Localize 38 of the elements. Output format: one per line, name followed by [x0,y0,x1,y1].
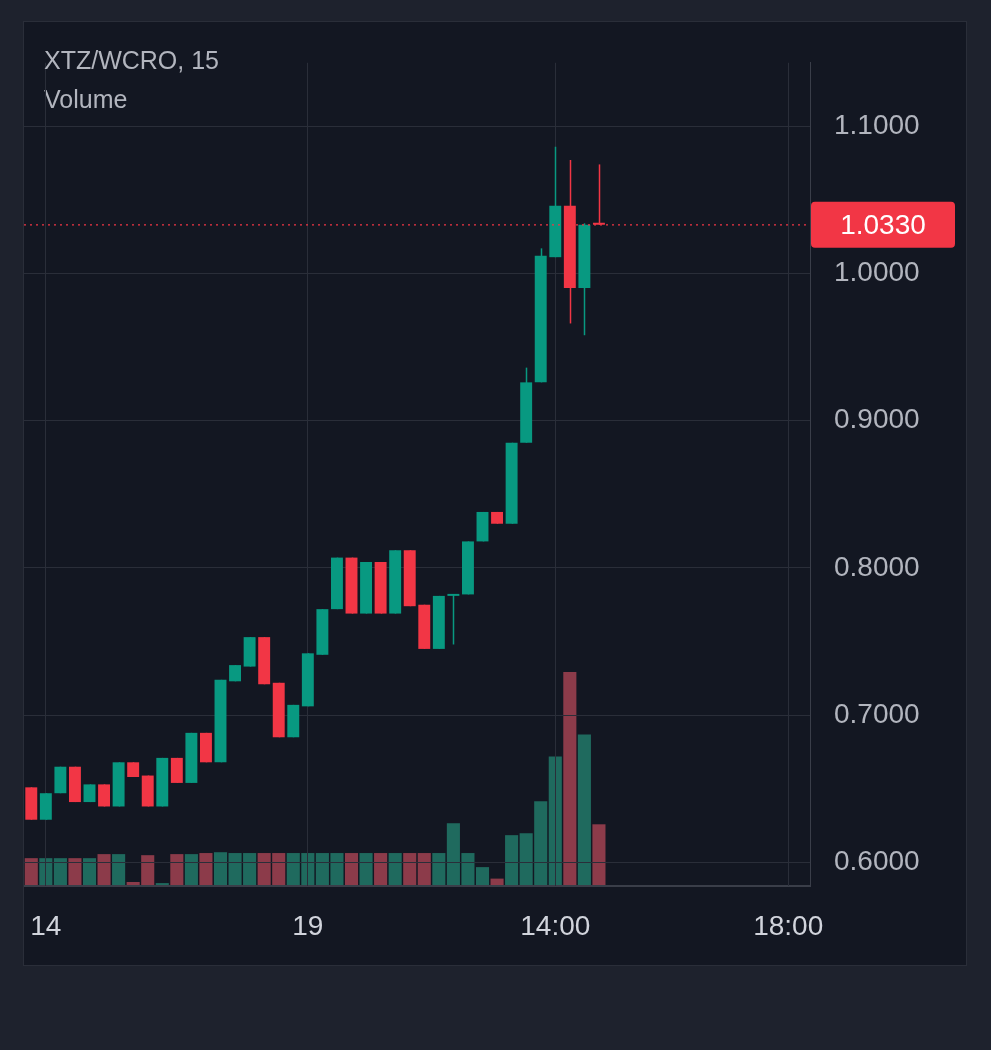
bar [548,756,562,885]
bar [68,858,82,885]
bar [82,858,97,885]
chart-title: Volume [44,84,128,113]
bar [592,824,606,885]
bar [374,853,388,885]
bar [577,734,591,885]
candlestick [447,593,460,646]
bar [112,854,126,885]
y-tick-label: 1.0000 [834,256,920,288]
bar [417,853,431,885]
bar [388,853,402,885]
x-tick-label: 14 [30,909,62,941]
bar [563,672,577,885]
y-tick-label: 1.1000 [834,108,920,140]
bar [53,858,67,885]
y-tick-label: 0.6000 [834,845,920,877]
bar [403,853,417,885]
y-tick-label: 0.7000 [834,697,920,729]
bar [199,853,213,885]
x-tick-label: 14:00 [520,909,591,941]
bar [97,854,111,885]
bar [490,878,504,885]
bar [170,854,184,885]
y-tick-label: 0.9000 [834,403,920,435]
bar [359,853,373,885]
bar [344,853,359,885]
bar [475,867,490,885]
bar [505,835,519,885]
ref-line-label: 1.0330 [840,208,926,240]
chart-title: XTZ/WCRO, 15 [44,45,220,74]
x-tick-label: 18:00 [753,909,824,941]
x-tick-label: 19 [292,909,324,941]
bar [432,853,446,885]
bar [184,854,198,885]
bar [24,858,38,885]
y-tick-label: 0.8000 [834,550,920,582]
bar [213,852,228,885]
